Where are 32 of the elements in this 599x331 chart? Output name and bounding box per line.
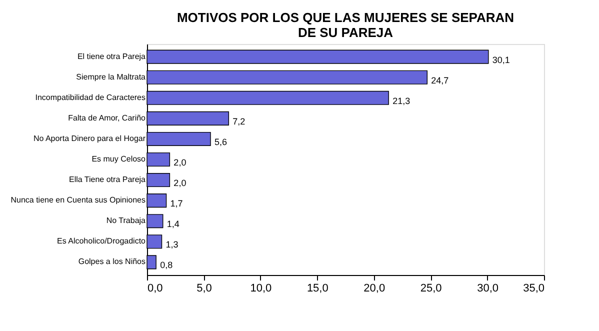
text: DE SU PAREJA xyxy=(298,25,394,40)
y-tick-label: Siempre la Maltrata xyxy=(76,72,146,82)
data-label: 5,6 xyxy=(214,136,228,147)
y-tick-label: Golpes a los Niños xyxy=(78,257,146,266)
y-tick-label: No Trabaja xyxy=(106,216,146,226)
text: MOTIVOS POR LOS QUE LAS MUJERES SE SEPARAN xyxy=(176,10,514,25)
x-tick-label: 30,0 xyxy=(477,282,498,294)
data-label: 1,3 xyxy=(166,240,178,250)
x-tick-label: 0,0 xyxy=(148,282,163,294)
y-tick-label: Es muy Celoso xyxy=(92,154,146,164)
x-tick-label: 15,0 xyxy=(306,282,328,294)
x-tick-label: 5,0 xyxy=(196,282,212,294)
data-label: 1,7 xyxy=(170,198,183,209)
x-tick-label: 10,0 xyxy=(250,282,272,294)
x-tick-label: 20,0 xyxy=(364,282,386,294)
data-label: 21,3 xyxy=(392,96,410,106)
data-label: 0,8 xyxy=(160,260,173,270)
y-tick-label: Incompatibilidad de Caracteres xyxy=(35,92,146,102)
y-tick-label: Es Alcoholico/Drogadicto xyxy=(57,236,146,246)
data-label: 7,2 xyxy=(232,116,246,126)
x-tick-label: 25,0 xyxy=(420,282,442,294)
y-tick-label: Falta de Amor, Cariño xyxy=(68,113,146,122)
data-label: 2,0 xyxy=(174,178,186,188)
data-label: 1,4 xyxy=(166,219,180,230)
data-label: 30,1 xyxy=(492,54,510,65)
y-tick-label: Nunca tiene en Cuenta sus Opiniones xyxy=(10,196,146,205)
data-label: 2,0 xyxy=(174,158,186,168)
x-tick-label: 35,0 xyxy=(523,282,544,294)
y-tick-label: El tiene otra Pareja xyxy=(77,52,146,61)
y-tick-label: Ella Tiene otra Pareja xyxy=(69,175,146,184)
y-tick-label: No Aporta Dinero para el Hogar xyxy=(33,134,146,143)
data-label: 24,7 xyxy=(431,75,449,86)
